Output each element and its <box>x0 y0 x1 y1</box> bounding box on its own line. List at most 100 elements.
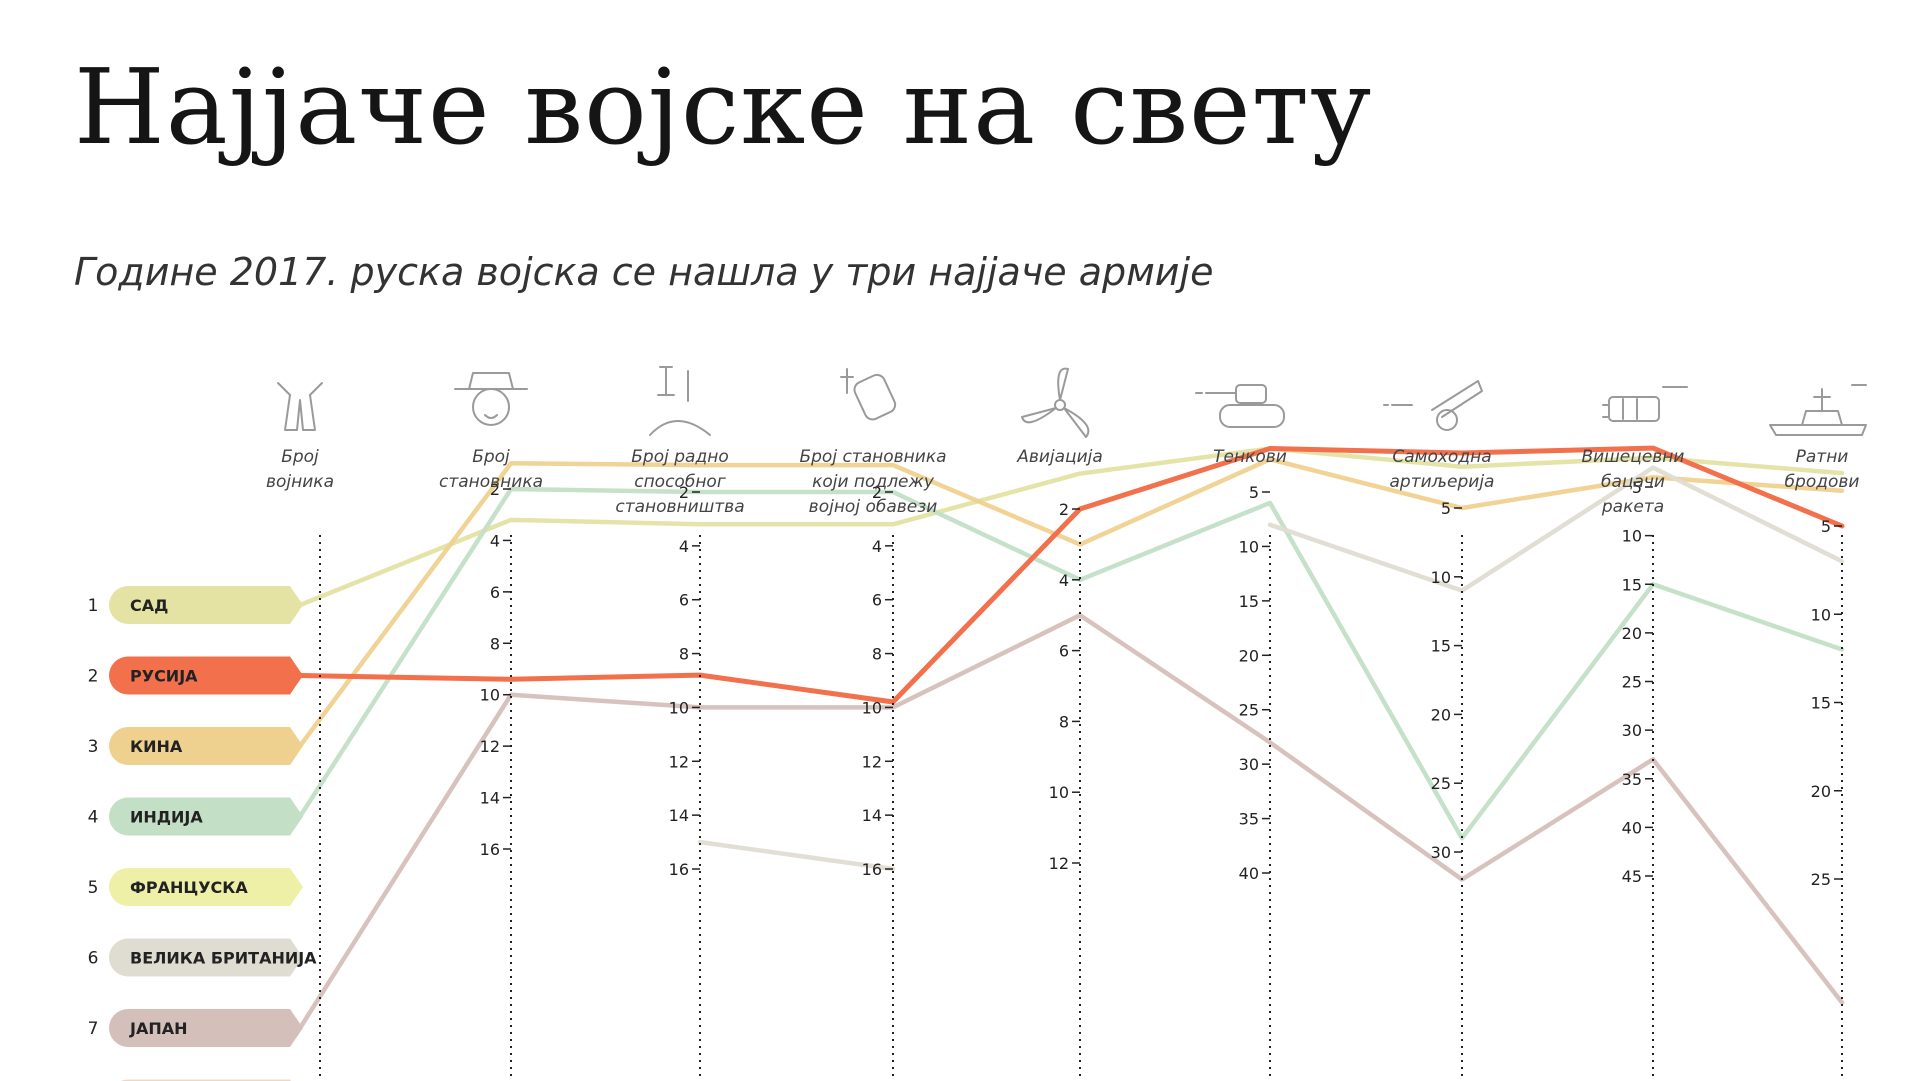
axis-tick-label: 20 <box>1239 646 1259 665</box>
country-label: САД <box>130 596 168 615</box>
axis-tick-label: 15 <box>1622 575 1642 594</box>
country-badge <box>109 1009 303 1047</box>
country-badge <box>109 727 303 765</box>
axis-tick-label: 10 <box>1431 568 1451 587</box>
axis-tick-label: 10 <box>1622 527 1642 546</box>
page-title: Најјаче војске на свету <box>74 46 1373 168</box>
country-badge <box>109 797 303 836</box>
metric-label: војној обавези <box>809 497 938 517</box>
page-subtitle: Године 2017. руска војска се нашла у три… <box>74 250 1214 294</box>
axis-tick-label: 4 <box>1059 571 1069 590</box>
axis-tick-label: 2 <box>679 483 689 502</box>
metric-label: становника <box>439 472 543 492</box>
artillery-icon <box>1383 380 1483 431</box>
country-label: РУСИЈА <box>130 667 198 686</box>
metric-label: ракета <box>1601 497 1664 517</box>
slope-chart: 2468101214162468101214162468101214162468… <box>88 366 1867 1081</box>
series-line-3 <box>297 457 1845 749</box>
country-label: ЈАПАН <box>129 1019 188 1038</box>
country-label: ФРАНЦУСКА <box>130 878 248 897</box>
axis-tick-label: 5 <box>1632 478 1642 497</box>
axis-tick-label: 12 <box>862 752 882 771</box>
axis-tick-label: 4 <box>872 537 882 556</box>
rank-number: 6 <box>88 949 99 969</box>
axis-tick-label: 10 <box>669 698 689 717</box>
axis-tick-label: 4 <box>679 537 689 556</box>
series-lines <box>297 445 1845 1031</box>
axis-tick-label: 35 <box>1622 770 1642 789</box>
axis-tick-label: 6 <box>872 591 882 610</box>
axis-tick-label: 40 <box>1239 864 1259 883</box>
metric-label: Број <box>281 447 319 467</box>
axis-tick-label: 16 <box>669 860 689 879</box>
metric-label: Ратни <box>1796 447 1849 467</box>
axis-tick-label: 4 <box>490 531 500 550</box>
metric-label: Број радно <box>631 447 728 467</box>
metric-label: артиљерија <box>1390 472 1495 492</box>
rank-number: 4 <box>88 808 99 828</box>
axis-tick-label: 5 <box>1249 483 1259 502</box>
axis-tick-label: 12 <box>669 752 689 771</box>
axis-tick-label: 10 <box>1239 537 1259 556</box>
metric-label: Авијација <box>1016 447 1103 467</box>
axis-tick-label: 6 <box>490 583 500 602</box>
axis-tick-label: 15 <box>1431 637 1451 656</box>
axes: 2 4 6 8 10 12 14 16 2 4 6 8 10 12 14 16 2 4 6 8 10 12 14 16 2 4 6 8… <box>319 478 1843 1081</box>
person-icon <box>454 372 528 426</box>
axis-tick-label: 2 <box>1059 500 1069 519</box>
axis-tick-label: 40 <box>1622 818 1642 837</box>
axis-tick-label: 20 <box>1622 624 1642 643</box>
country-badge <box>109 586 303 624</box>
metric-label: Тенкови <box>1213 447 1287 467</box>
axis-tick-label: 2 <box>872 483 882 502</box>
axis-tick-label: 10 <box>480 686 500 705</box>
axis-tick-label: 45 <box>1622 867 1642 886</box>
metric-label: бродови <box>1785 472 1860 492</box>
metric-label: Број становника <box>799 447 946 467</box>
rank-number: 1 <box>88 596 99 616</box>
rank-number: 3 <box>88 737 99 757</box>
axis-tick-label: 6 <box>679 591 689 610</box>
axis-tick-label: 15 <box>1811 694 1831 713</box>
series-line-7 <box>297 612 1845 1031</box>
axis-tick-label: 6 <box>1059 642 1069 661</box>
metric-headers: Број војника Број становника Број радно спосо… <box>266 366 1867 517</box>
axis-tick-label: 10 <box>1049 783 1069 802</box>
axis-tick-label: 5 <box>1821 517 1831 536</box>
tank-icon <box>1195 384 1285 428</box>
axis-tick-label: 20 <box>1811 782 1831 801</box>
country-label: КИНА <box>130 737 183 756</box>
country-badge <box>109 868 303 906</box>
country-label: ИНДИЈА <box>130 808 203 827</box>
worker-shovel-icon <box>649 366 711 436</box>
country-labels: 1 САД 2 РУСИЈА 3 КИНА 4 ИНДИЈА 5 ФРАНЦУСКА 6 ВЕЛИКА… <box>88 586 317 1081</box>
propeller-icon <box>1021 367 1090 438</box>
metric-label: бацачи <box>1601 472 1665 492</box>
axis-tick-label: 8 <box>1059 712 1069 731</box>
axis-tick-label: 15 <box>1239 592 1259 611</box>
axis-tick-label: 14 <box>480 789 500 808</box>
axis-tick-label: 12 <box>480 737 500 756</box>
axis-tick-label: 30 <box>1239 755 1259 774</box>
country-badge <box>109 656 303 695</box>
axis-tick-label: 5 <box>1441 499 1451 518</box>
series-line-1 <box>297 446 1845 608</box>
metric-label: способног <box>634 472 726 492</box>
axis-tick-label: 25 <box>1431 774 1451 793</box>
axis-tick-label: 14 <box>669 806 689 825</box>
axis-tick-label: 35 <box>1239 810 1259 829</box>
axis-tick-label: 8 <box>490 634 500 653</box>
country-badge <box>109 938 303 977</box>
axis-tick-label: 25 <box>1811 870 1831 889</box>
warship-icon <box>1769 384 1867 436</box>
axis-tick-label: 25 <box>1622 673 1642 692</box>
axis-tick-label: 30 <box>1622 721 1642 740</box>
rank-number: 5 <box>88 878 99 898</box>
axis-tick-label: 14 <box>862 806 882 825</box>
metric-label: Број <box>472 447 510 467</box>
metric-label: становништва <box>615 497 744 517</box>
metric-label: Самоходна <box>1392 447 1491 467</box>
rank-number: 2 <box>88 667 99 687</box>
metric-label: који подлежу <box>812 472 935 492</box>
axis-tick-label: 8 <box>679 645 689 664</box>
